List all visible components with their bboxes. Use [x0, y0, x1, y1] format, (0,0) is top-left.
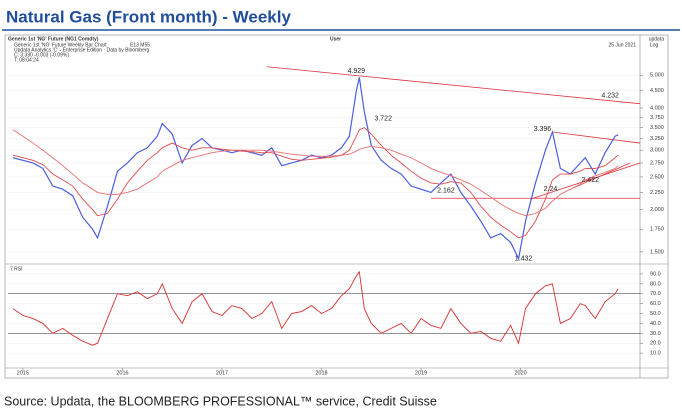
x-tick-label: 2020 — [514, 370, 526, 376]
y-tick-label: 4.000 — [650, 105, 664, 111]
header-user: User — [330, 36, 341, 42]
annotation: 3.396 — [534, 126, 552, 133]
y-tick-label: 20.0 — [650, 341, 661, 347]
x-tick-label: 2015 — [17, 370, 29, 376]
y-tick-label: 3.500 — [650, 125, 664, 131]
x-tick-label: 2019 — [415, 370, 427, 376]
y-tick-label: 1.750 — [650, 227, 664, 233]
trendline — [530, 162, 641, 200]
y-tick-label: 2.500 — [650, 174, 664, 180]
trendline — [266, 66, 641, 105]
annotation: 2.162 — [437, 187, 455, 194]
y-tick-label: 2.750 — [650, 160, 664, 166]
header-credit: Updata Analytics 'C' - Enterprise Editio… — [14, 47, 150, 53]
x-tick-label: 2018 — [315, 370, 327, 376]
x-tick-label: 2017 — [216, 370, 228, 376]
source-note: Source: Updata, the BLOOMBERG PROFESSION… — [4, 394, 437, 408]
annotation: 2.422 — [581, 177, 599, 184]
y-tick-label: 3.000 — [650, 148, 664, 154]
annotation: 2.24 — [544, 186, 558, 193]
header-chart-name: Generic 1st 'NG' Future Weekly Bar Chart — [14, 42, 107, 48]
y-tick-label: 3.750 — [650, 115, 664, 121]
series-line — [12, 127, 619, 239]
y-tick-label: 2.000 — [650, 207, 664, 213]
page-title: Natural Gas (Front month) - Weekly — [6, 7, 291, 26]
series-line — [12, 270, 619, 346]
header-time: T: 08:04:24 — [14, 57, 39, 63]
y-tick-label: 3.250 — [650, 136, 664, 142]
y-tick-label: 90.0 — [650, 271, 661, 277]
y-tick-label: 1.500 — [650, 249, 664, 255]
chart-frame — [4, 34, 669, 379]
trendline — [570, 162, 631, 190]
y-tick-label: 60.0 — [650, 301, 661, 307]
annotation: 1.432 — [515, 256, 533, 263]
header-brand: updata — [649, 36, 665, 42]
y-tick-label: 30.0 — [650, 331, 661, 337]
header-scale: Log — [650, 42, 659, 48]
annotation: 4.232 — [601, 93, 619, 100]
y-tick-label: 70.0 — [650, 291, 661, 297]
series-line — [12, 129, 619, 217]
trendline — [552, 131, 641, 144]
x-tick-label: 2016 — [116, 370, 128, 376]
y-tick-label: 5.000 — [650, 73, 664, 79]
header-date: 25 Jun 2021 — [608, 42, 636, 48]
y-tick-label: 2.250 — [650, 190, 664, 196]
header-studies: E13 M55 — [130, 42, 150, 48]
y-tick-label: 10.0 — [650, 351, 661, 357]
y-tick-label: 80.0 — [650, 281, 661, 287]
series-line — [12, 77, 619, 261]
annotation: 4.929 — [348, 68, 366, 75]
header-last: C: 3.330 -0.003 (-0.09%) — [14, 52, 69, 58]
y-tick-label: 40.0 — [650, 321, 661, 327]
y-tick-label: 50.0 — [650, 311, 661, 317]
y-tick-label: 4.500 — [650, 88, 664, 94]
header-instrument: Generic 1st 'NG' Future (NG1 Comdty) — [8, 36, 99, 42]
annotation: 3.722 — [374, 115, 392, 122]
panel-label: 7 RSI — [10, 266, 23, 272]
